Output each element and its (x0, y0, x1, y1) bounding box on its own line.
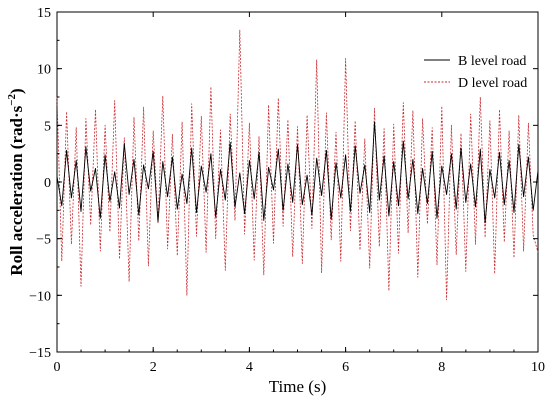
x-tick-label: 10 (531, 360, 545, 375)
y-axis: −15 −10 −5 0 5 10 15 (29, 6, 538, 361)
y-axis-label-main: Roll acceleration (rad·s (7, 105, 26, 275)
legend: B level road D level road (424, 54, 527, 91)
y-tick-label: −10 (29, 289, 51, 304)
y-tick-label: 0 (44, 176, 51, 191)
y-axis-label-close: ) (7, 88, 26, 94)
y-tick-label: 10 (37, 63, 51, 78)
x-tick-label: 0 (54, 360, 61, 375)
y-tick-label: 15 (37, 6, 51, 21)
x-axis-label: Time (s) (269, 377, 326, 396)
series-layer (56, 29, 539, 301)
series-line-b-level-road (56, 121, 539, 224)
x-axis: 0 2 4 6 8 10 (54, 12, 545, 375)
x-tick-label: 4 (246, 360, 253, 375)
legend-label-d-level-road: D level road (458, 76, 527, 91)
legend-label-b-level-road: B level road (458, 54, 526, 69)
y-axis-label-exponent: −2 (6, 93, 18, 105)
x-tick-label: 8 (438, 360, 445, 375)
series-line-d-level-road (56, 29, 539, 301)
y-tick-label: −5 (36, 233, 51, 248)
x-tick-label: 6 (342, 360, 349, 375)
y-tick-label: −15 (29, 346, 51, 361)
y-tick-label: 5 (44, 119, 51, 134)
x-tick-label: 2 (150, 360, 157, 375)
y-axis-label: Roll acceleration (rad·s−2) (6, 88, 26, 275)
